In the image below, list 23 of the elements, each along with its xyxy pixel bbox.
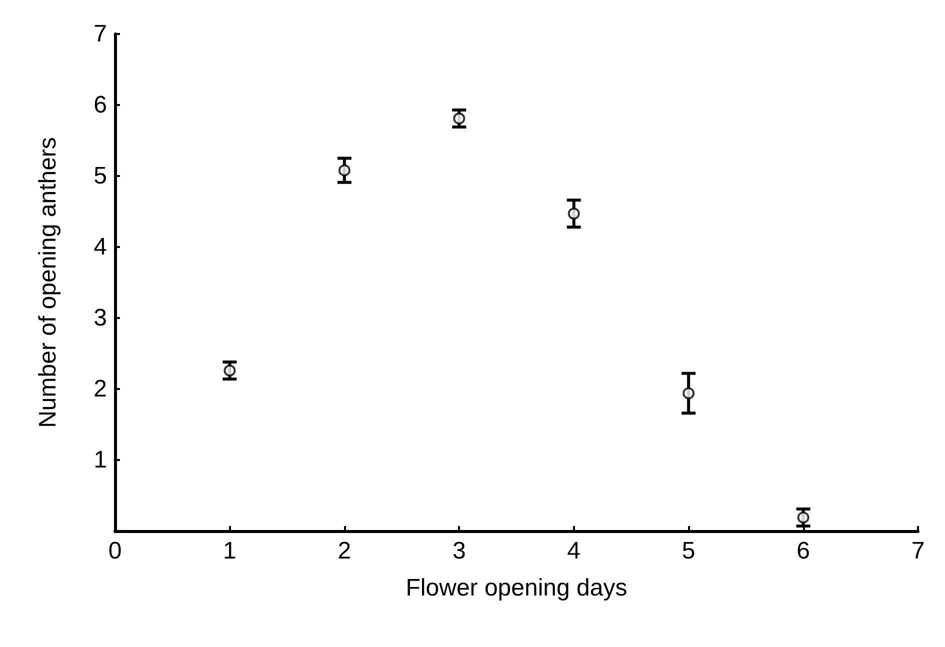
- y-axis-title: Number of opening anthers: [34, 137, 62, 428]
- x-tick-label: 2: [338, 538, 352, 564]
- x-tick-label: 1: [223, 538, 236, 564]
- x-tick-label: 0: [108, 538, 122, 564]
- point: [338, 164, 350, 176]
- x-tick-label: 5: [682, 538, 696, 564]
- x-axis-title: Flower opening days: [406, 574, 628, 602]
- point: [797, 512, 810, 524]
- y-tick-label: 3: [94, 304, 107, 332]
- y-tick-label: 2: [94, 376, 107, 402]
- x-tick-label: 4: [567, 538, 581, 564]
- point: [568, 208, 580, 220]
- y-tick-label: 5: [94, 162, 107, 190]
- x-tick-label: 7: [911, 538, 925, 564]
- point: [682, 387, 695, 400]
- y-tick-label: 4: [94, 234, 107, 260]
- point: [224, 364, 236, 377]
- x-tick-label: 3: [452, 538, 466, 564]
- y-tick-label: 7: [94, 20, 107, 48]
- y-tick-label: 6: [94, 92, 107, 118]
- point: [453, 112, 466, 124]
- y-tick-label: 1: [94, 446, 107, 474]
- x-tick-label: 6: [796, 538, 810, 564]
